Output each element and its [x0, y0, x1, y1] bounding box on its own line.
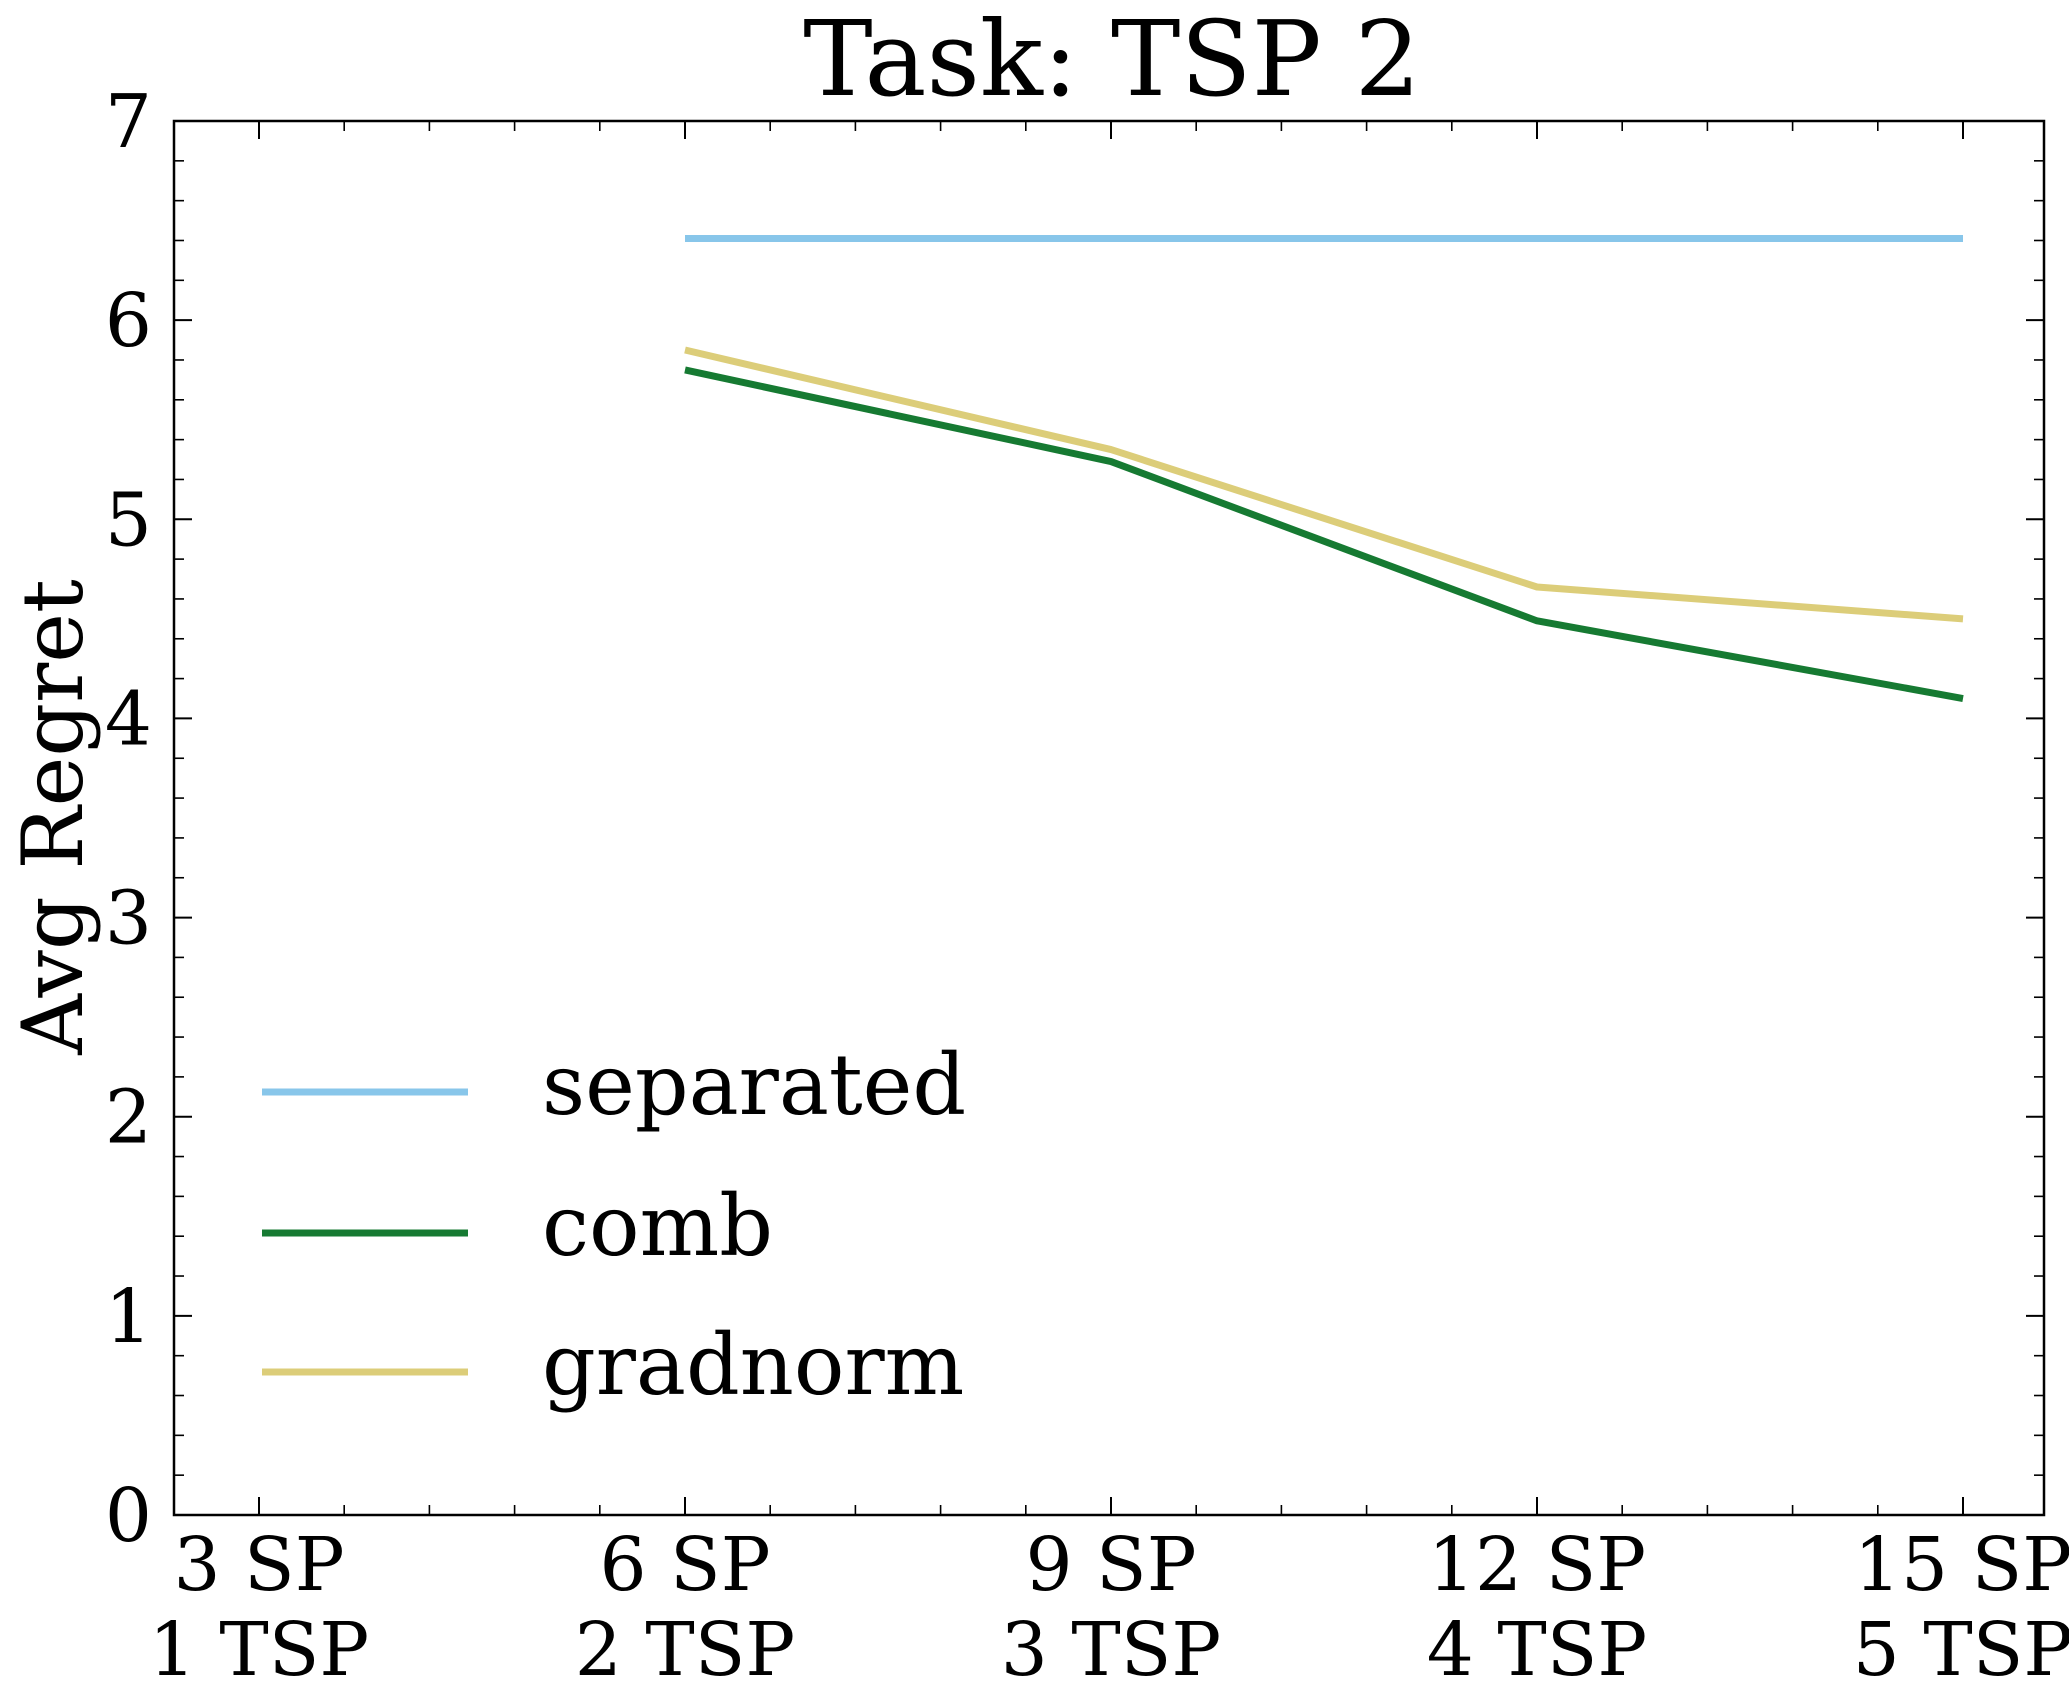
y-tick-label: 0	[105, 1473, 152, 1559]
x-tick-label-line1: 3 SP	[173, 1522, 344, 1608]
x-tick-label-line2: 5 TSP	[1853, 1607, 2069, 1693]
y-tick-label: 4	[105, 676, 152, 762]
y-tick-label: 2	[105, 1075, 152, 1161]
y-tick-label: 3	[105, 876, 152, 962]
plot-frame	[172, 119, 2046, 1517]
series-line-comb	[684, 366, 1964, 702]
y-axis-label: Avg Regret	[4, 579, 102, 1056]
legend: separated comb gradnorm	[262, 1036, 966, 1414]
x-tick-label-line2: 4 TSP	[1427, 1607, 1647, 1693]
x-tick-label-line1: 15 SP	[1854, 1522, 2069, 1608]
x-tick-label-line1: 12 SP	[1428, 1522, 1646, 1608]
series-lines	[684, 234, 1964, 702]
x-tick-label-line2: 2 TSP	[575, 1607, 795, 1693]
y-tick-label: 6	[105, 278, 152, 364]
legend-label-comb: comb	[542, 1177, 773, 1275]
x-tick-label-line1: 6 SP	[599, 1522, 770, 1608]
legend-label-gradnorm: gradnorm	[542, 1316, 964, 1414]
chart-title: Task: TSP 2	[803, 0, 1421, 120]
x-tick-label-line2: 3 TSP	[1001, 1607, 1221, 1693]
axis-ticks: 0 1 2 3 4 5 6 7 3 SP1 TSP 6 SP2 TSP 9 SP3 TSP 12 SP…	[105, 79, 2069, 1693]
x-tick-label-line2: 1 TSP	[149, 1607, 369, 1693]
y-tick-label: 7	[105, 79, 152, 165]
series-line-gradnorm	[684, 346, 1964, 623]
x-tick-label-line1: 9 SP	[1025, 1522, 1196, 1608]
y-tick-label: 5	[105, 477, 152, 563]
y-tick-label: 1	[105, 1274, 152, 1360]
legend-label-separated: separated	[542, 1036, 966, 1134]
